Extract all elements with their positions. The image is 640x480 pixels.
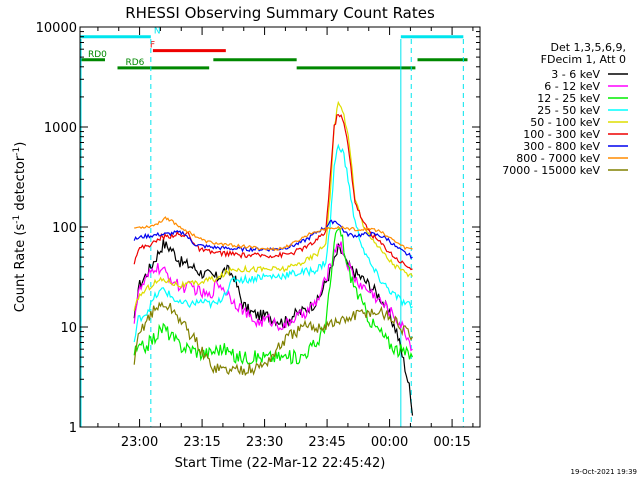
series-line [133, 143, 413, 343]
legend-label: 3 - 6 keV [551, 68, 600, 81]
x-tick-label: 23:30 [246, 435, 283, 450]
series-lines [133, 100, 414, 416]
legend-label: 300 - 800 keV [523, 140, 600, 153]
series-line [133, 226, 414, 365]
y-tick-label: 100 [52, 221, 77, 236]
x-axis-label: Start Time (22-Mar-12 22:45:42) [175, 456, 386, 471]
legend-label: 50 - 100 keV [530, 116, 600, 129]
legend-label: 100 - 300 keV [523, 128, 600, 141]
y-tick-label: 1 [69, 421, 77, 436]
chart-title: RHESSI Observing Summary Count Rates [125, 4, 435, 22]
flag-bars: NF RD0 RD6 [80, 27, 468, 70]
flag-label: RD6 [126, 58, 145, 68]
footer-date: 19-Oct-2021 19:39 [571, 468, 637, 476]
reference-lines [80, 39, 464, 427]
flag-label: RD0 [88, 50, 107, 60]
series-line [133, 114, 413, 271]
legend-label: 6 - 12 keV [544, 80, 600, 93]
x-tick-label: 00:15 [433, 435, 470, 450]
x-tick-label: 23:00 [121, 435, 158, 450]
series-line [133, 100, 414, 311]
flag-label: F [150, 41, 155, 51]
legend-header: FDecim 1, Att 0 [541, 53, 626, 66]
x-tick-label: 23:45 [308, 435, 345, 450]
legend-label: 7000 - 15000 keV [502, 164, 600, 177]
y-tick-label: 10000 [36, 21, 77, 36]
legend-label: 12 - 25 keV [537, 92, 600, 105]
axes: 1 10 100 1000 10000 23:00 23:15 23:30 23:45 00:00… [36, 21, 480, 450]
series-line [133, 219, 413, 260]
legend-header: Det 1,3,5,6,9, [550, 41, 626, 54]
y-tick-label: 1000 [44, 121, 77, 136]
series-line [133, 301, 414, 377]
legend-label: 25 - 50 keV [537, 104, 600, 117]
legend-label: 800 - 7000 keV [516, 152, 600, 165]
series-line [134, 216, 413, 252]
flag-label: N [154, 27, 161, 37]
y-tick-label: 10 [60, 321, 77, 336]
x-tick-label: 00:00 [371, 435, 408, 450]
series-line [133, 241, 413, 352]
y-axis-label: Count Rate (s-1 detector-1) [12, 142, 28, 313]
x-tick-label: 23:15 [183, 435, 220, 450]
legend: Det 1,3,5,6,9,FDecim 1, Att 0 3 - 6 keV6 … [502, 41, 628, 177]
